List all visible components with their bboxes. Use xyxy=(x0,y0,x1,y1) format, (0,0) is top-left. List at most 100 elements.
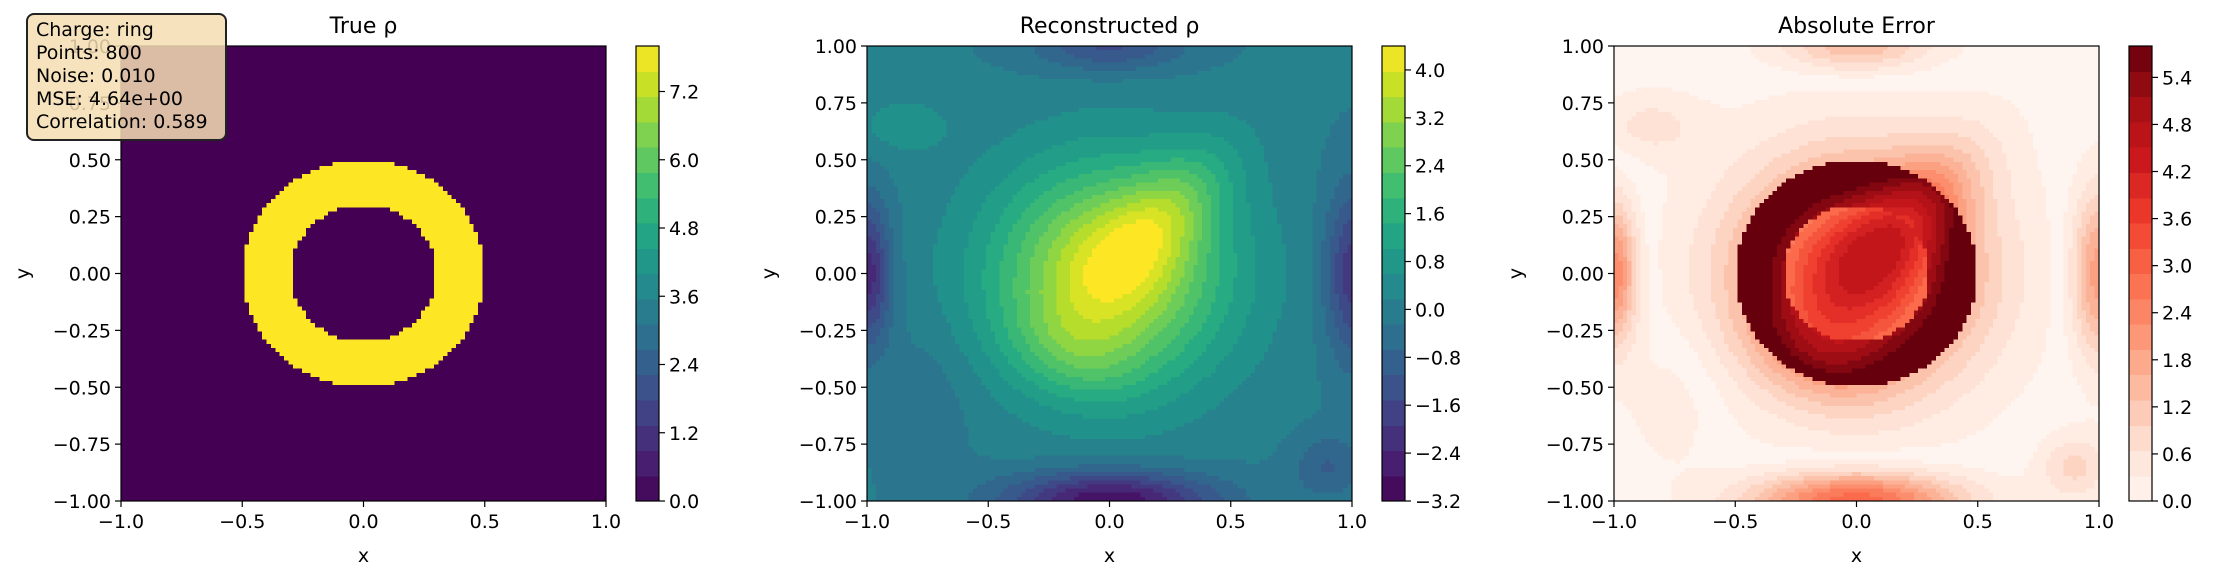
heatmap-cell xyxy=(584,50,589,55)
heatmap-cell xyxy=(377,125,382,130)
heatmap-cell xyxy=(527,112,532,117)
heatmap-cell xyxy=(319,75,324,80)
heatmap-cell xyxy=(359,50,364,55)
heatmap-cell xyxy=(381,137,386,142)
heatmap-cell xyxy=(531,96,536,101)
heatmap-cell xyxy=(593,112,598,117)
heatmap-cell xyxy=(456,50,461,55)
heatmap-cell xyxy=(438,120,443,125)
heatmap-cell xyxy=(337,116,342,121)
heatmap-cell xyxy=(394,50,399,55)
heatmap-cell xyxy=(355,92,360,97)
heatmap-cell xyxy=(178,145,183,150)
heatmap-cell xyxy=(487,71,492,76)
heatmap-cell xyxy=(421,83,426,88)
heatmap-cell xyxy=(544,104,549,109)
heatmap-cell xyxy=(491,104,496,109)
heatmap-cell xyxy=(535,71,540,76)
heatmap-cell xyxy=(562,141,567,146)
heatmap-cell xyxy=(293,92,298,97)
heatmap-cell xyxy=(544,87,549,92)
heatmap-cell xyxy=(474,116,479,121)
heatmap-cell xyxy=(319,58,324,63)
heatmap-cell xyxy=(425,54,430,59)
heatmap-cell xyxy=(558,92,563,97)
heatmap-cell xyxy=(412,75,417,80)
heatmap-cell xyxy=(500,120,505,125)
heatmap-cell xyxy=(575,58,580,63)
heatmap-cell xyxy=(381,129,386,134)
heatmap-cell xyxy=(143,141,148,146)
heatmap-cell xyxy=(386,54,391,59)
heatmap-cell xyxy=(483,108,488,113)
heatmap-cell xyxy=(236,63,241,68)
heatmap-cell xyxy=(513,75,518,80)
heatmap-cell xyxy=(500,79,505,84)
heatmap-cell xyxy=(244,46,249,51)
heatmap-cell xyxy=(443,46,448,51)
heatmap-cell xyxy=(571,125,576,130)
heatmap-cell xyxy=(403,108,408,113)
heatmap-cell xyxy=(372,125,377,130)
heatmap-cell xyxy=(597,75,602,80)
heatmap-cell xyxy=(328,63,333,68)
heatmap-cell xyxy=(350,92,355,97)
heatmap-cell xyxy=(430,129,435,134)
heatmap-cell xyxy=(187,141,192,146)
heatmap-cell xyxy=(244,137,249,142)
heatmap-cell xyxy=(236,87,241,92)
heatmap-cell xyxy=(438,145,443,150)
heatmap-cell xyxy=(315,129,320,134)
heatmap-cell xyxy=(496,125,501,130)
heatmap-cell xyxy=(267,145,272,150)
heatmap-cell xyxy=(469,100,474,105)
heatmap-cell xyxy=(390,50,395,55)
heatmap-cell xyxy=(500,133,505,138)
heatmap-cell xyxy=(474,58,479,63)
heatmap-cell xyxy=(562,92,567,97)
heatmap-cell xyxy=(522,112,527,117)
heatmap-cell xyxy=(394,71,399,76)
heatmap-cell xyxy=(593,54,598,59)
heatmap-cell xyxy=(509,116,514,121)
heatmap-cell xyxy=(386,79,391,84)
heatmap-cell xyxy=(531,120,536,125)
heatmap-cell xyxy=(505,63,510,68)
heatmap-cell xyxy=(540,129,545,134)
heatmap-cell xyxy=(143,149,148,154)
heatmap-cell xyxy=(505,67,510,72)
heatmap-cell xyxy=(588,120,593,125)
heatmap-cell xyxy=(346,63,351,68)
heatmap-cell xyxy=(562,100,567,105)
heatmap-cell xyxy=(187,145,192,150)
heatmap-cell xyxy=(584,54,589,59)
heatmap-cell xyxy=(443,63,448,68)
heatmap-cell xyxy=(522,141,527,146)
heatmap-cell xyxy=(275,50,280,55)
heatmap-cell xyxy=(461,100,466,105)
heatmap-cell xyxy=(416,75,421,80)
heatmap-cell xyxy=(262,133,267,138)
heatmap-cell xyxy=(262,129,267,134)
heatmap-cell xyxy=(474,100,479,105)
heatmap-cell xyxy=(478,125,483,130)
heatmap-cell xyxy=(461,137,466,142)
heatmap-cell xyxy=(540,112,545,117)
heatmap-cell xyxy=(394,137,399,142)
heatmap-cell xyxy=(403,125,408,130)
heatmap-cell xyxy=(412,125,417,130)
heatmap-cell xyxy=(386,116,391,121)
heatmap-cell xyxy=(531,129,536,134)
heatmap-cell xyxy=(540,54,545,59)
heatmap-cell xyxy=(267,133,272,138)
heatmap-cell xyxy=(412,46,417,51)
heatmap-cell xyxy=(434,75,439,80)
heatmap-cell xyxy=(584,141,589,146)
heatmap-cell xyxy=(509,71,514,76)
heatmap-cell xyxy=(284,46,289,51)
heatmap-cell xyxy=(377,96,382,101)
heatmap-cell xyxy=(491,125,496,130)
heatmap-cell xyxy=(244,120,249,125)
heatmap-cell xyxy=(324,83,329,88)
heatmap-cell xyxy=(452,116,457,121)
